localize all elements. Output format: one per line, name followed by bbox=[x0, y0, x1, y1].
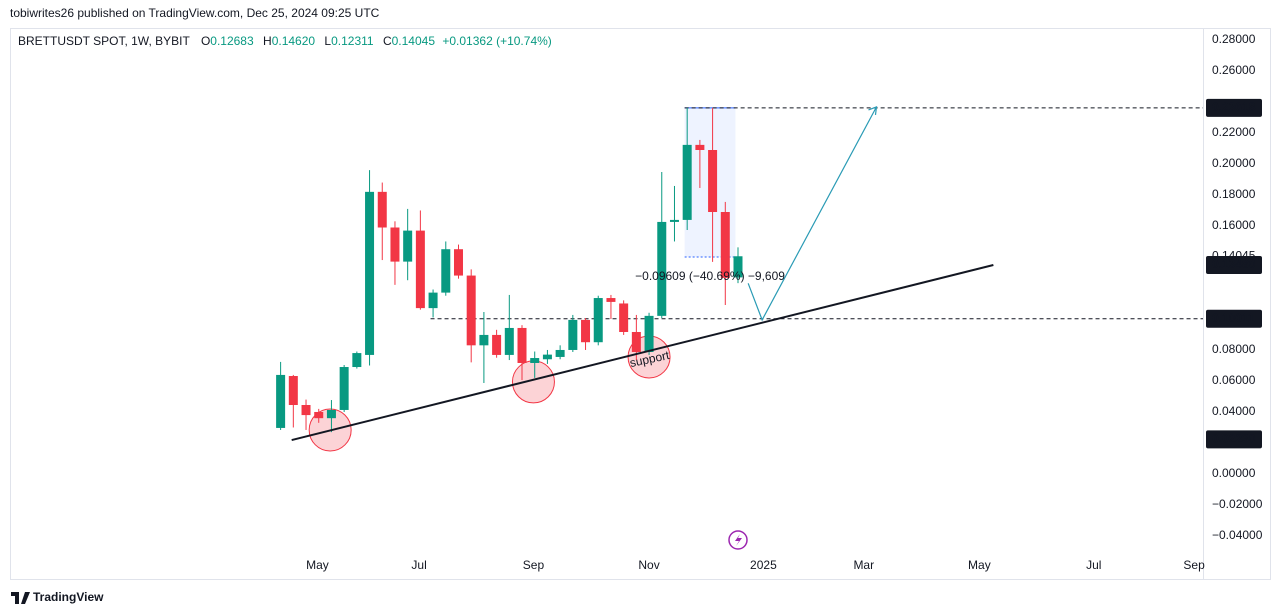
candle-body bbox=[695, 144, 705, 150]
candle-body bbox=[669, 219, 679, 222]
x-tick-label: May bbox=[306, 558, 329, 572]
y-tick-label: 0.00000 bbox=[1212, 466, 1256, 480]
candle-body bbox=[542, 354, 552, 360]
brand: TradingView bbox=[33, 590, 104, 604]
brand-logo: TradingView bbox=[11, 590, 104, 604]
o-value: 0.12683 bbox=[210, 34, 254, 48]
candle-body bbox=[479, 334, 489, 346]
price-label-box bbox=[1206, 309, 1262, 328]
symbol: BRETTUSDT SPOT, 1W, BYBIT bbox=[18, 34, 190, 48]
candle-body bbox=[631, 331, 641, 352]
price-label: 0.23618 bbox=[1212, 100, 1256, 114]
candle-body bbox=[390, 227, 400, 262]
price-label: 0.10011 bbox=[1212, 311, 1255, 325]
candle-body bbox=[555, 349, 565, 357]
candle-body bbox=[530, 358, 540, 363]
candle-body bbox=[352, 353, 362, 368]
y-tick-label: −0.02000 bbox=[1212, 497, 1263, 511]
x-tick-label: Jul bbox=[411, 558, 426, 572]
candle-body bbox=[403, 230, 413, 262]
l-key: L bbox=[324, 34, 331, 48]
o-key: O bbox=[201, 34, 210, 48]
candle-body bbox=[682, 144, 692, 220]
frame bbox=[10, 28, 1271, 580]
x-tick-label: Sep bbox=[523, 558, 545, 572]
y-tick-label: 0.06000 bbox=[1212, 373, 1256, 387]
candle-body bbox=[517, 327, 527, 363]
legend: BRETTUSDT SPOT, 1W, BYBIT O0.12683 H0.14… bbox=[18, 34, 552, 48]
price-label-box bbox=[1206, 98, 1262, 117]
candle-body bbox=[708, 149, 718, 213]
price-label: 0.02230 bbox=[1212, 432, 1256, 446]
y-tick-label: 0.04000 bbox=[1212, 404, 1256, 418]
candle-body bbox=[415, 230, 425, 309]
projection-arrowhead bbox=[868, 105, 878, 115]
candle-body bbox=[581, 319, 591, 343]
candle-body bbox=[339, 367, 349, 410]
candle-body bbox=[657, 221, 667, 316]
candle-body bbox=[733, 256, 743, 278]
h-value: 0.14620 bbox=[272, 34, 316, 48]
candle-body bbox=[504, 327, 514, 355]
page-header: tobiwrites26 published on TradingView.co… bbox=[10, 6, 380, 20]
y-tick-label: 0.28000 bbox=[1212, 32, 1256, 46]
candle-body bbox=[301, 405, 311, 416]
x-tick-label: Jul bbox=[1086, 558, 1101, 572]
candle-body bbox=[441, 249, 451, 293]
c-key: C bbox=[383, 34, 392, 48]
h-key: H bbox=[263, 34, 272, 48]
x-tick-label: Nov bbox=[638, 558, 659, 572]
candle-body bbox=[568, 319, 578, 350]
y-tick-label: 0.16000 bbox=[1212, 218, 1256, 232]
candle-body bbox=[428, 292, 438, 309]
y-tick-label: 0.26000 bbox=[1212, 63, 1256, 77]
candle-body bbox=[377, 191, 387, 228]
y-tick-label: 0.18000 bbox=[1212, 187, 1256, 201]
candle-body bbox=[365, 191, 375, 355]
y-tick-label: 0.20000 bbox=[1212, 156, 1256, 170]
support-line bbox=[291, 264, 994, 442]
projection-path bbox=[747, 106, 878, 322]
price-label-box bbox=[1206, 430, 1262, 449]
candle-body bbox=[619, 303, 629, 332]
y-tick-label: 0.08000 bbox=[1212, 342, 1256, 356]
candle-body bbox=[466, 275, 476, 346]
x-tick-label: 2025 bbox=[750, 558, 777, 572]
candle-body bbox=[492, 334, 502, 355]
price-label-box bbox=[1206, 256, 1262, 275]
candle-body bbox=[276, 374, 286, 428]
candle-body bbox=[453, 249, 463, 276]
candle-body bbox=[288, 376, 298, 406]
candle-body bbox=[326, 409, 336, 419]
event-icon bbox=[728, 530, 748, 550]
x-tick-label: May bbox=[968, 558, 991, 572]
y-tick-label: 0.22000 bbox=[1212, 125, 1256, 139]
candle-body bbox=[644, 315, 654, 352]
x-tick-label: Mar bbox=[853, 558, 874, 572]
measure-label: −0.09609 (−40.69%) −9,609 bbox=[635, 269, 785, 283]
price-label: 0.13480 bbox=[1212, 257, 1256, 271]
candle-body bbox=[720, 212, 730, 278]
highlight-circle bbox=[511, 360, 555, 404]
candle-body bbox=[606, 298, 616, 302]
y-tick-label: −0.04000 bbox=[1212, 528, 1263, 542]
c-value: 0.14045 bbox=[392, 34, 436, 48]
change: +0.01362 (+10.74%) bbox=[442, 34, 551, 48]
l-value: 0.12311 bbox=[331, 34, 374, 48]
x-tick-label: Sep bbox=[1183, 558, 1205, 572]
candle-body bbox=[593, 298, 603, 343]
candle-body bbox=[314, 411, 324, 419]
